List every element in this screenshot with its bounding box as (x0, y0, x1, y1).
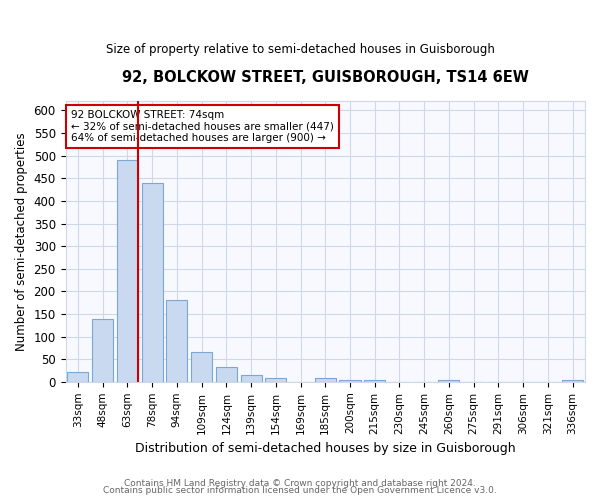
Bar (117, 160, 138, 382)
Title: 92, BOLCKOW STREET, GUISBOROUGH, TS14 6EW: 92, BOLCKOW STREET, GUISBOROUGH, TS14 6E… (122, 70, 529, 85)
Bar (439, 380, 460, 382)
Bar (315, 378, 336, 382)
Bar (216, 368, 237, 382)
Bar (340, 380, 361, 382)
Y-axis label: Number of semi-detached properties: Number of semi-detached properties (15, 132, 28, 351)
Bar (562, 380, 583, 382)
Text: Contains HM Land Registry data © Crown copyright and database right 2024.: Contains HM Land Registry data © Crown c… (124, 478, 476, 488)
Bar (265, 378, 286, 382)
Bar (241, 374, 262, 382)
Bar (142, 183, 163, 382)
X-axis label: Distribution of semi-detached houses by size in Guisborough: Distribution of semi-detached houses by … (135, 442, 515, 455)
Bar (364, 380, 385, 382)
Bar (191, 352, 212, 382)
Bar (166, 300, 187, 382)
Bar (92, 318, 113, 382)
Text: 92 BOLCKOW STREET: 74sqm
← 32% of semi-detached houses are smaller (447)
64% of : 92 BOLCKOW STREET: 74sqm ← 32% of semi-d… (71, 110, 334, 143)
Text: Contains public sector information licensed under the Open Government Licence v3: Contains public sector information licen… (103, 486, 497, 495)
Text: Size of property relative to semi-detached houses in Guisborough: Size of property relative to semi-detach… (106, 42, 494, 56)
Bar (67, 372, 88, 382)
